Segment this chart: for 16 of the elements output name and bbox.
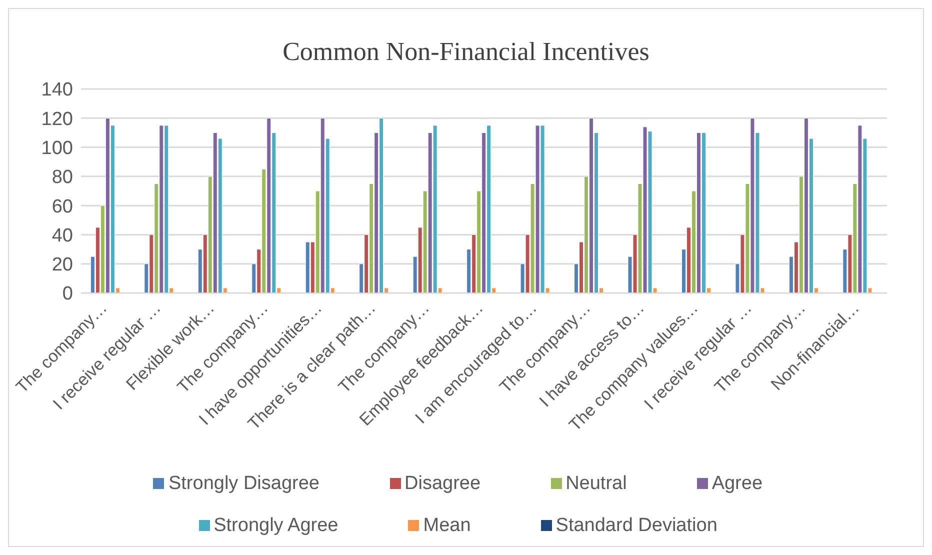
y-tick-label: 80: [52, 167, 73, 188]
legend-label: Agree: [712, 473, 763, 494]
chart-title: Common Non-Financial Incentives: [282, 36, 650, 68]
y-tick-label: 140: [41, 80, 73, 101]
y-tick-label: 40: [52, 225, 73, 246]
y-tick-label: 60: [52, 196, 73, 218]
y-tick-label: 120: [41, 108, 73, 130]
legend-label: Neutral: [566, 473, 627, 494]
legend-label: Standard Deviation: [556, 515, 718, 536]
y-tick-label: 100: [41, 138, 73, 160]
legend-label: Mean: [423, 515, 471, 536]
legend-label: Strongly Disagree: [168, 473, 320, 494]
legend-label: Disagree: [404, 473, 481, 494]
y-tick-label: 20: [52, 254, 73, 276]
legend-label: Strongly Agree: [214, 515, 338, 536]
y-tick-label: 0: [62, 284, 73, 305]
